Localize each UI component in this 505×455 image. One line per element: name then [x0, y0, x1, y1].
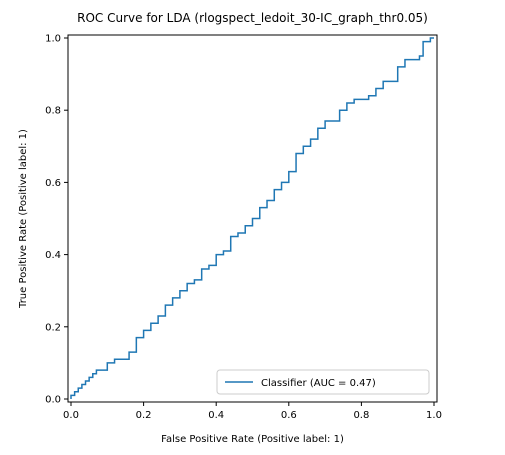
y-tick-label: 0.6 — [45, 178, 61, 189]
axes-frame — [67, 34, 438, 403]
y-tick-label: 0.2 — [45, 322, 61, 333]
x-tick-label: 0.0 — [63, 410, 79, 421]
plot-area — [67, 34, 438, 403]
legend: Classifier (AUC = 0.47) — [216, 369, 430, 395]
y-tick-label: 0.8 — [45, 106, 61, 117]
roc-curve-line — [70, 37, 434, 399]
x-axis-ticks: 0.0 0.2 0.4 0.6 0.8 1.0 — [63, 402, 442, 421]
y-tick-label: 0.4 — [45, 250, 61, 261]
y-axis-label: True Positive Rate (Positive label: 1) — [18, 129, 29, 309]
legend-box — [216, 369, 430, 395]
x-tick-label: 0.4 — [208, 410, 224, 421]
y-axis-ticks: 0.0 0.2 0.4 0.6 0.8 1.0 — [45, 34, 68, 406]
x-tick-label: 0.8 — [353, 410, 369, 421]
x-tick-label: 1.0 — [426, 410, 442, 421]
chart-title: ROC Curve for LDA (rlogspect_ledoit_30-I… — [77, 11, 428, 25]
legend-label: Classifier (AUC = 0.47) — [261, 378, 376, 389]
x-tick-label: 0.6 — [281, 410, 297, 421]
y-tick-label: 0.0 — [45, 395, 61, 406]
x-tick-label: 0.2 — [136, 410, 152, 421]
y-tick-label: 1.0 — [45, 34, 61, 45]
x-axis-label: False Positive Rate (Positive label: 1) — [161, 434, 344, 445]
